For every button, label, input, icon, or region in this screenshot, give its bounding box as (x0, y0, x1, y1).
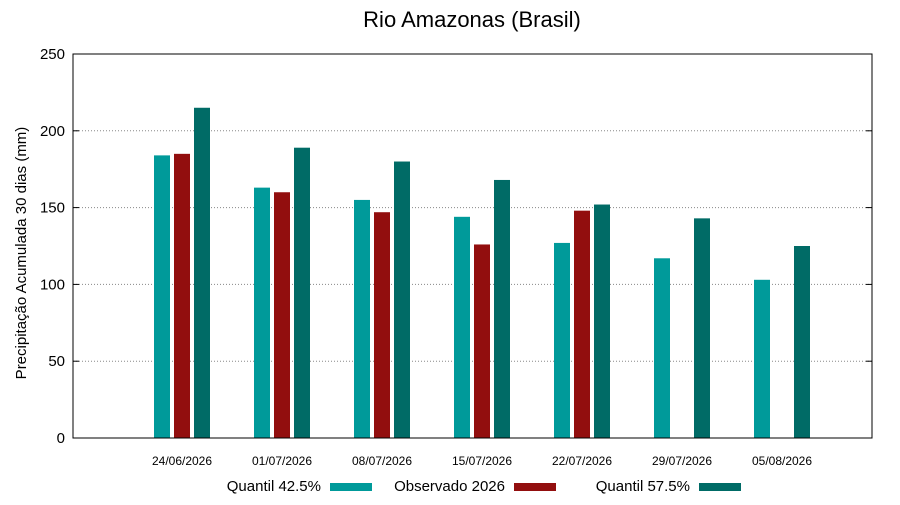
x-tick-label: 08/07/2026 (352, 454, 412, 468)
x-axis-ticks: 24/06/2026 01/07/2026 08/07/2026 15/07/2026… (152, 454, 812, 468)
bar-quantil-42-5 (254, 187, 270, 438)
legend-label: Quantil 42.5% (227, 478, 321, 495)
bar-quantil-57-5 (794, 246, 810, 438)
plot-frame (72, 53, 873, 439)
legend-swatch (514, 483, 556, 491)
legend-swatch (330, 483, 372, 491)
bar-quantil-42-5 (454, 216, 470, 438)
gridlines (73, 130, 872, 362)
x-tick-label: 29/07/2026 (652, 454, 712, 468)
bar-observado-2026 (474, 244, 490, 438)
bar-quantil-57-5 (594, 204, 610, 438)
legend-label: Observado 2026 (394, 478, 505, 495)
legend-swatch (699, 483, 741, 491)
chart-title: Rio Amazonas (Brasil) (363, 7, 581, 32)
bar-quantil-42-5 (654, 258, 670, 438)
bar-quantil-57-5 (194, 107, 210, 438)
bar-quantil-42-5 (154, 155, 170, 438)
y-tick-label: 250 (40, 46, 65, 63)
x-tick-label: 24/06/2026 (152, 454, 212, 468)
bars (154, 107, 810, 439)
x-tick-label: 01/07/2026 (252, 454, 312, 468)
bar-quantil-57-5 (394, 161, 410, 438)
legend-label: Quantil 57.5% (596, 478, 690, 495)
bar-quantil-42-5 (554, 242, 570, 438)
bar-observado-2026 (374, 212, 390, 438)
bar-quantil-57-5 (494, 179, 510, 438)
y-tick-label: 200 (40, 123, 65, 140)
bar-observado-2026 (274, 192, 290, 438)
x-tick-label: 05/08/2026 (752, 454, 812, 468)
y-axis-label: Precipitação Acumulada 30 dias (mm) (13, 127, 30, 380)
bar-quantil-42-5 (754, 279, 770, 438)
legend: Quantil 42.5% Observado 2026 Quantil 57.5% (227, 478, 741, 495)
bar-observado-2026 (574, 210, 590, 438)
y-tick-label: 0 (57, 430, 65, 447)
bar-observado-2026 (174, 153, 190, 438)
y-tick-label: 50 (48, 353, 65, 370)
bar-quantil-57-5 (694, 218, 710, 438)
bar-quantil-42-5 (354, 199, 370, 438)
y-tick-label: 100 (40, 276, 65, 293)
x-tick-label: 15/07/2026 (452, 454, 512, 468)
bar-quantil-57-5 (294, 147, 310, 439)
y-axis-ticks: 0 50 100 150 200 250 (40, 46, 872, 447)
x-tick-label: 22/07/2026 (552, 454, 612, 468)
y-tick-label: 150 (40, 200, 65, 217)
